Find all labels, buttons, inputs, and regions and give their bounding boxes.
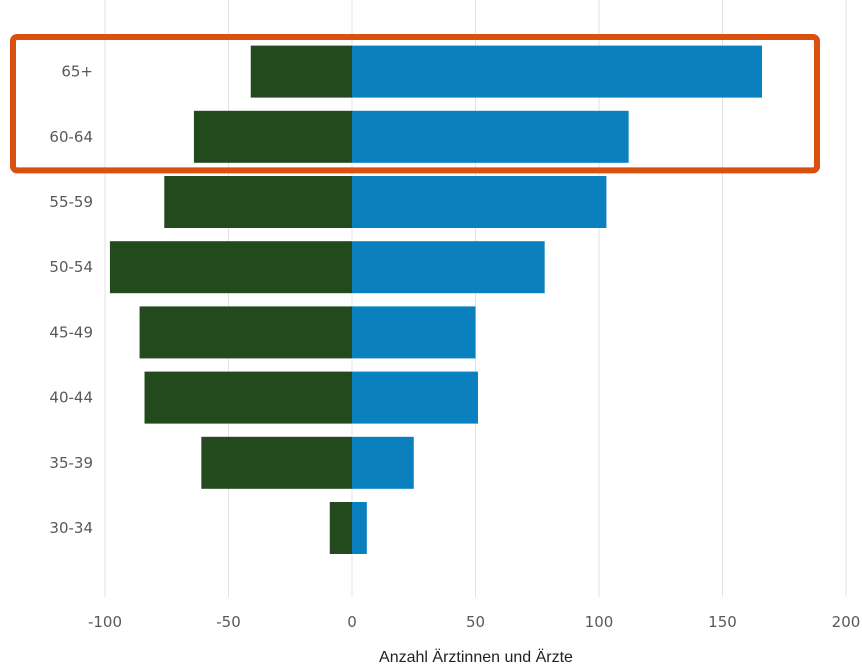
x-tick-label: 0 — [347, 613, 357, 631]
bar — [352, 306, 476, 359]
bar — [193, 110, 352, 163]
bar — [144, 371, 352, 424]
category-label: 35-39 — [49, 454, 93, 472]
category-label: 40-44 — [49, 389, 93, 407]
category-label: 45-49 — [49, 323, 93, 341]
bar — [352, 110, 629, 163]
category-label: 55-59 — [49, 193, 93, 211]
bar — [109, 241, 352, 294]
category-labels: 65+ 60-64 55-59 50-54 45-49 40-44 35-39 30-34 — [49, 63, 93, 537]
x-tick-label: -50 — [216, 613, 241, 631]
x-tick-label: 200 — [832, 613, 861, 631]
bar — [352, 371, 478, 424]
bar — [201, 436, 352, 489]
category-label: 50-54 — [49, 258, 93, 276]
x-axis-title: Anzahl Ärztinnen und Ärzte — [379, 648, 573, 666]
bar — [352, 45, 763, 98]
bar — [164, 176, 352, 228]
highlight-frame — [10, 34, 820, 174]
category-label: 60-64 — [49, 128, 93, 146]
bar — [250, 45, 352, 98]
x-tick-label: 100 — [585, 613, 614, 631]
bar — [139, 306, 352, 359]
bar — [352, 241, 545, 294]
x-tick-label: 150 — [708, 613, 737, 631]
bar — [352, 176, 607, 228]
x-tick-label: 50 — [466, 613, 485, 631]
bars — [109, 45, 763, 554]
category-label: 65+ — [61, 63, 93, 81]
highlight-group — [10, 34, 820, 174]
bar — [352, 436, 414, 489]
bar — [352, 502, 367, 554]
category-label: 30-34 — [49, 519, 93, 537]
gridlines — [104, 0, 847, 597]
bar — [329, 502, 352, 554]
x-tick-label: -100 — [88, 613, 122, 631]
x-tick-labels: -100 -50 0 50 100 150 200 — [88, 613, 860, 631]
